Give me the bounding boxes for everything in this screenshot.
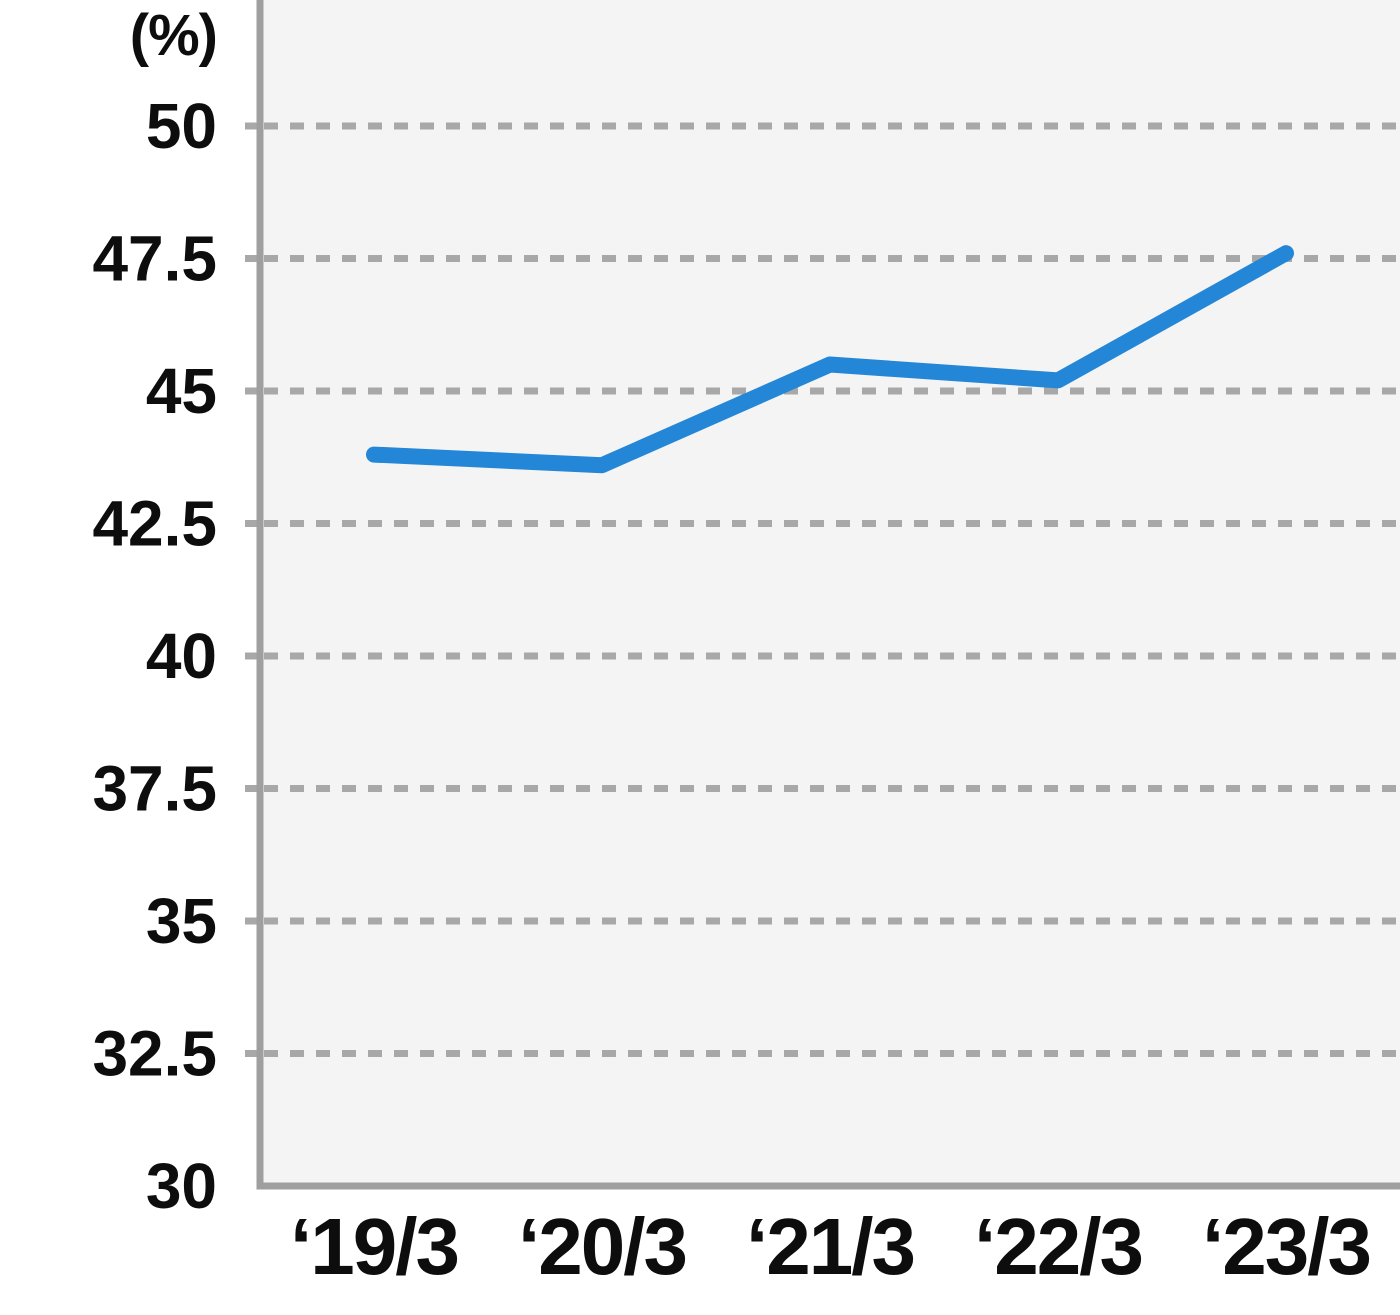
y-tick-label: 50 — [146, 90, 217, 162]
y-tick-label: 32.5 — [92, 1018, 217, 1090]
y-tick-label: 45 — [146, 355, 217, 427]
x-tick-label: ‘23/3 — [1202, 1202, 1370, 1291]
plot-area-background — [260, 0, 1400, 1186]
data-line-series — [366, 245, 1294, 474]
y-tick-label: 37.5 — [92, 753, 217, 825]
y-tick-label: 30 — [146, 1150, 217, 1222]
y-tick-label: 47.5 — [92, 223, 217, 295]
y-tick-label: 35 — [146, 885, 217, 957]
x-tick-label: ‘21/3 — [746, 1202, 914, 1291]
y-axis-unit-label: (%) — [129, 3, 218, 68]
x-tick-label: ‘19/3 — [290, 1202, 458, 1291]
x-tick-label: ‘20/3 — [518, 1202, 686, 1291]
y-tick-label: 40 — [146, 620, 217, 692]
y-tick-label: 42.5 — [92, 488, 217, 560]
x-tick-label: ‘22/3 — [974, 1202, 1142, 1291]
